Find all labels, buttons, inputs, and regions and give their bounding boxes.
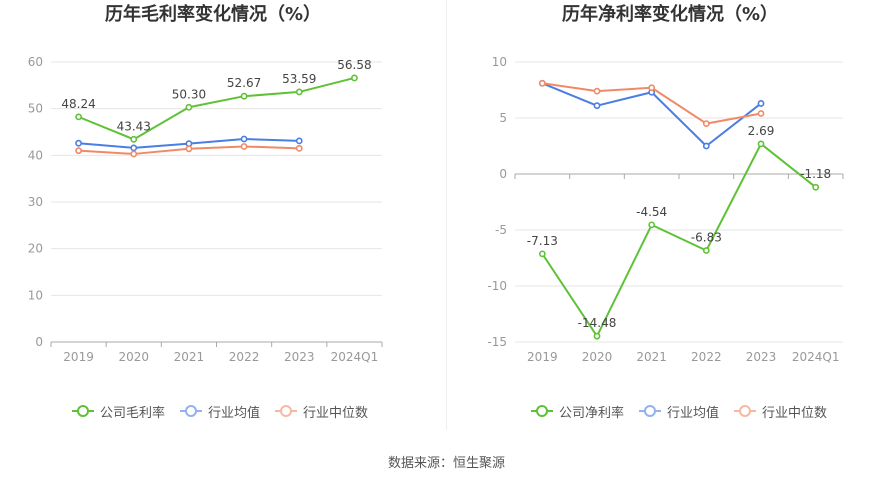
legend-label: 行业中位数	[762, 405, 828, 421]
industry-average-point	[702, 142, 710, 150]
company-value-label: -7.13	[527, 234, 558, 248]
y-tick-label: 0	[499, 167, 507, 181]
industry-median-point	[130, 150, 138, 158]
company-point	[702, 247, 710, 254]
y-tick-label: 5	[499, 111, 507, 125]
line-marker-icon	[72, 404, 94, 418]
gross-margin-chart-title: 历年毛利率变化情况（%）	[104, 4, 322, 25]
company-value-label: 56.58	[337, 58, 371, 72]
net-margin-line-chart: -15 -10 -5 0 5 10 2019 2020 2021 2022 2023 2024Q1 -7…	[487, 55, 844, 364]
legend-label: 行业均值	[667, 405, 720, 421]
industry-average-point	[593, 102, 601, 110]
legend-label: 公司毛利率	[100, 405, 166, 421]
industry-average-point	[130, 144, 138, 152]
x-tick-label: 2019	[63, 350, 94, 364]
legend-label: 公司净利率	[559, 405, 625, 421]
x-tick-label: 2019	[527, 350, 558, 364]
company-value-label: -1.18	[800, 167, 831, 181]
industry-average-point	[75, 139, 82, 147]
net-margin-legend: 公司净利率 行业均值 行业中位数	[531, 402, 842, 421]
legend-item-industry-average[interactable]: 行业均值	[180, 402, 260, 421]
y-tick-label: 0	[35, 335, 43, 349]
x-tick-label: 2022	[691, 350, 722, 364]
industry-median-point	[648, 84, 656, 92]
line-marker-icon	[180, 404, 203, 418]
y-tick-label: -5	[495, 223, 507, 237]
legend-item-industry-median[interactable]: 行业中位数	[734, 402, 827, 421]
legend-label: 行业均值	[208, 405, 261, 421]
company-point	[812, 183, 820, 191]
company-value-label: 52.67	[227, 76, 261, 90]
chart-grid-and-axes: -15 -10 -5 0 5 10 2019 2020 2021 2022 2023 2024Q1	[487, 55, 844, 364]
x-tick-label: 2023	[284, 350, 315, 364]
industry-median-point	[75, 147, 82, 155]
y-tick-label: 20	[28, 242, 43, 256]
company-point	[240, 92, 248, 100]
net-margin-chart-title: 历年净利率变化情况（%）	[561, 4, 779, 25]
company-point	[130, 135, 138, 143]
company-value-label: -4.54	[636, 205, 667, 219]
x-tick-label: 2021	[636, 350, 667, 364]
x-tick-label: 2022	[229, 350, 260, 364]
legend-item-industry-average[interactable]: 行业均值	[639, 402, 719, 421]
industry-average-point	[295, 137, 303, 145]
y-tick-label: 10	[28, 288, 43, 302]
line-marker-icon	[639, 404, 662, 418]
x-tick-label: 2024Q1	[331, 350, 379, 364]
x-tick-label: 2020	[118, 350, 149, 364]
industry-median-point	[240, 143, 248, 150]
legend-label: 行业中位数	[303, 405, 369, 421]
company-point	[593, 332, 601, 340]
y-tick-label: -15	[487, 335, 507, 349]
company-point	[757, 140, 765, 148]
y-tick-label: -10	[487, 279, 507, 293]
company-point	[351, 74, 358, 82]
chart-grid-and-axes: 0 10 20 30 40 50 60 2019 2020 2021 2022 2023 2024Q1	[28, 55, 383, 364]
data-source-footer: 数据来源：恒生聚源	[387, 456, 505, 471]
industry-median-point	[702, 120, 710, 127]
x-tick-label: 2024Q1	[792, 350, 840, 364]
y-tick-label: 50	[28, 102, 43, 116]
company-value-label: -14.48	[578, 316, 617, 330]
line-marker-icon	[734, 404, 757, 418]
industry-median-point	[538, 79, 546, 87]
company-value-label: 43.43	[117, 119, 151, 133]
industry-median-point	[185, 145, 193, 153]
y-tick-label: 60	[28, 55, 43, 69]
company-value-label: 50.30	[172, 87, 206, 101]
panel-divider	[446, 0, 447, 430]
industry-average-point	[240, 135, 248, 143]
company-point	[295, 88, 303, 96]
company-value-label: 53.59	[282, 72, 316, 86]
company-point	[648, 221, 656, 229]
x-tick-label: 2023	[746, 350, 777, 364]
line-marker-icon	[531, 404, 553, 418]
company-point	[75, 113, 82, 121]
x-tick-label: 2020	[582, 350, 613, 364]
company-point	[538, 250, 546, 258]
x-tick-label: 2021	[174, 350, 205, 364]
gross-margin-line-chart: 0 10 20 30 40 50 60 2019 2020 2021 2022 2023 2024Q1 4…	[28, 55, 383, 364]
legend-item-company-net-margin[interactable]: 公司净利率	[531, 402, 624, 421]
industry-median-point	[593, 87, 601, 95]
gross-margin-legend: 公司毛利率 行业均值 行业中位数	[72, 402, 383, 421]
company-point	[185, 103, 193, 111]
company-value-label: -6.83	[691, 230, 722, 244]
company-line	[78, 76, 355, 141]
y-tick-label: 40	[28, 148, 43, 162]
y-tick-label: 30	[28, 195, 43, 209]
company-value-label: 48.24	[61, 97, 95, 111]
industry-median-point	[295, 144, 303, 152]
line-marker-icon	[275, 404, 298, 418]
legend-item-company-gross-margin[interactable]: 公司毛利率	[72, 402, 165, 421]
company-line	[541, 142, 817, 338]
y-tick-label: 10	[492, 55, 507, 69]
company-value-label: 2.69	[748, 124, 775, 138]
industry-median-point	[757, 110, 765, 117]
legend-item-industry-median[interactable]: 行业中位数	[275, 402, 368, 421]
industry-average-point	[757, 100, 765, 107]
